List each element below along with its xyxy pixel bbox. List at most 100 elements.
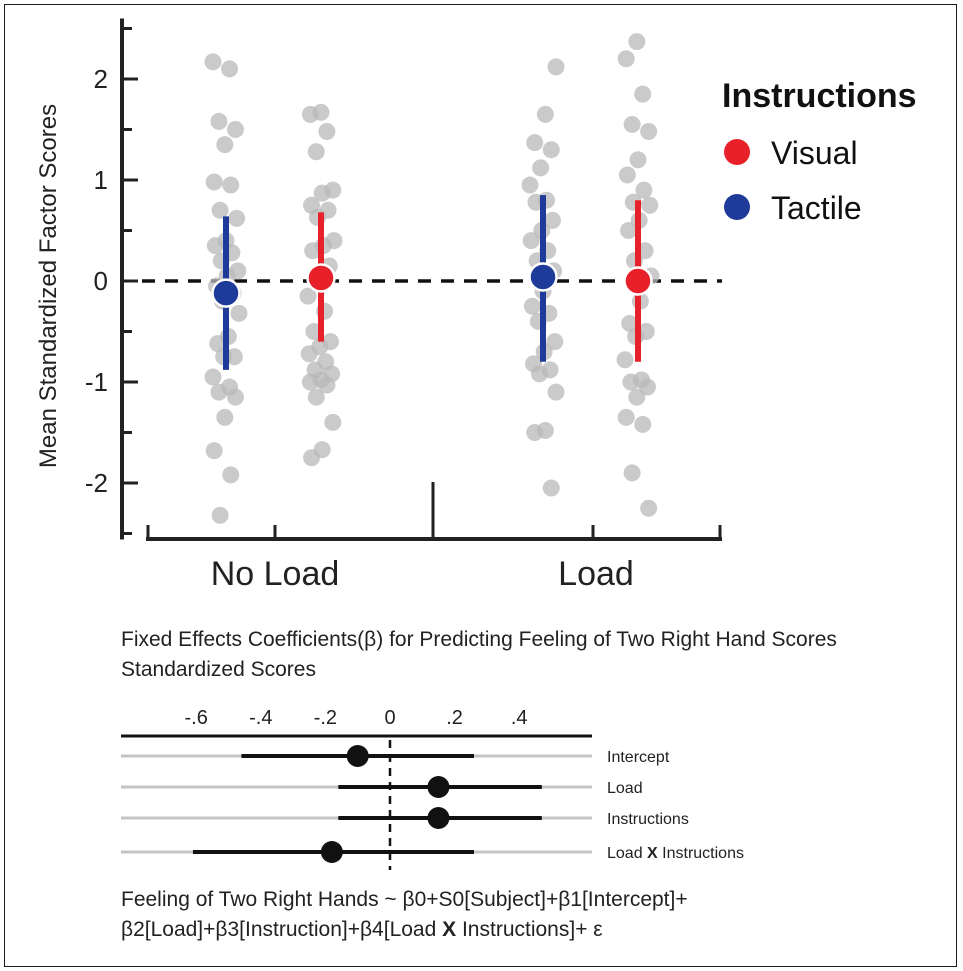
- y-tick-label: 1: [94, 165, 108, 195]
- forest-x-tick-label: 0: [384, 707, 395, 729]
- data-point: [617, 50, 635, 68]
- data-point: [641, 196, 659, 214]
- data-point: [204, 53, 222, 71]
- data-point: [526, 134, 544, 152]
- formula-line-2: β2[Load]+β3[Instruction]+β4[Load X Instr…: [121, 918, 603, 942]
- legend-marker-visual: [724, 139, 750, 165]
- mean-markers: [211, 262, 653, 308]
- forest-x-tick-label: -.4: [249, 707, 272, 729]
- data-point: [303, 449, 321, 467]
- data-point: [216, 408, 234, 426]
- data-point: [628, 33, 646, 51]
- data-point: [205, 173, 223, 191]
- data-point: [621, 314, 639, 332]
- forest-row-label-part: Load: [607, 845, 647, 862]
- y-tick-label: 0: [94, 266, 108, 296]
- data-point: [226, 388, 244, 406]
- data-point: [324, 413, 342, 431]
- data-point: [230, 304, 248, 322]
- data-point: [546, 333, 564, 351]
- formula-line-1: Feeling of Two Right Hands ~ β0+S0[Subje…: [121, 888, 688, 911]
- data-point: [618, 166, 636, 184]
- data-point: [622, 373, 640, 391]
- data-point: [532, 159, 550, 177]
- forest-title: Fixed Effects Coefficients(β) for Predic…: [121, 628, 837, 651]
- formula-line-2-part-b: Instructions]+ ε: [456, 918, 603, 941]
- y-tick-label: -2: [85, 468, 108, 498]
- forest-row-label: Intercept: [607, 749, 670, 766]
- data-point: [204, 368, 222, 386]
- data-point: [542, 479, 560, 497]
- data-point: [629, 151, 647, 169]
- legend-label-tactile: Tactile: [771, 190, 862, 226]
- data-point: [620, 222, 638, 239]
- data-point: [307, 143, 325, 161]
- forest-row-label: Load: [607, 780, 643, 797]
- legend-marker-tactile: [724, 194, 750, 220]
- y-tick-label: 2: [94, 64, 108, 94]
- data-point: [640, 123, 658, 141]
- y-tick-label: -1: [85, 367, 108, 397]
- data-point: [209, 335, 227, 353]
- forest-row-label-part: Instructions: [658, 845, 744, 862]
- data-point: [521, 176, 539, 194]
- data-points: [204, 33, 660, 524]
- data-point: [222, 466, 240, 484]
- data-point: [301, 105, 319, 123]
- y-axis-label: Mean Standardized Factor Scores: [35, 104, 62, 468]
- data-point: [617, 408, 635, 426]
- data-point: [216, 136, 234, 154]
- scatter-chart: -2 -1 0 1 2 No Load Load Mean Standardized Fac…: [35, 18, 917, 593]
- data-point: [523, 297, 541, 315]
- data-point: [228, 209, 246, 227]
- data-point: [211, 201, 229, 219]
- forest-row-label-part: Instructions: [607, 811, 689, 828]
- data-point: [547, 58, 565, 76]
- data-point: [304, 242, 322, 260]
- data-point: [536, 105, 554, 123]
- data-point: [542, 141, 560, 159]
- x-category-label: Load: [558, 555, 634, 593]
- data-point: [547, 383, 565, 401]
- data-point: [210, 112, 228, 130]
- forest-rows: Intercept Load Instructions Load X Instruct…: [121, 745, 744, 863]
- data-point: [530, 365, 548, 383]
- data-point: [221, 60, 239, 78]
- data-point: [628, 388, 646, 406]
- data-point: [635, 181, 653, 199]
- data-point: [318, 123, 336, 141]
- legend: Instructions Visual Tactile: [722, 77, 917, 226]
- figure-frame: [4, 4, 957, 967]
- mean-marker: [211, 278, 241, 308]
- data-point: [301, 373, 319, 391]
- forest-estimate-marker: [320, 841, 343, 863]
- mean-marker: [306, 263, 336, 293]
- forest-x-tick-label: .2: [446, 707, 463, 729]
- forest-row-label-part: Intercept: [607, 749, 670, 766]
- legend-title: Instructions: [722, 77, 917, 115]
- data-point: [616, 351, 634, 369]
- x-category-label: No Load: [211, 555, 340, 593]
- data-point: [313, 184, 331, 202]
- data-point: [206, 237, 224, 255]
- data-point: [522, 232, 540, 250]
- data-point: [634, 85, 652, 103]
- forest-x-tick-label: -.2: [314, 707, 337, 729]
- mean-marker: [528, 262, 558, 292]
- data-point: [543, 211, 561, 229]
- forest-row-label-part: X: [647, 845, 658, 862]
- data-point: [318, 376, 336, 394]
- data-point: [210, 383, 228, 401]
- data-point: [638, 378, 656, 396]
- data-point: [211, 506, 229, 524]
- forest-estimate-marker: [427, 776, 450, 798]
- data-point: [226, 121, 244, 138]
- forest-row-label: Instructions: [607, 811, 689, 828]
- data-point: [640, 499, 658, 517]
- forest-axes: -.6 -.4 -.2 0 .2 .4: [121, 707, 592, 870]
- mean-marker: [623, 266, 653, 296]
- data-point: [307, 388, 325, 406]
- data-point: [634, 415, 652, 433]
- data-point: [623, 115, 641, 133]
